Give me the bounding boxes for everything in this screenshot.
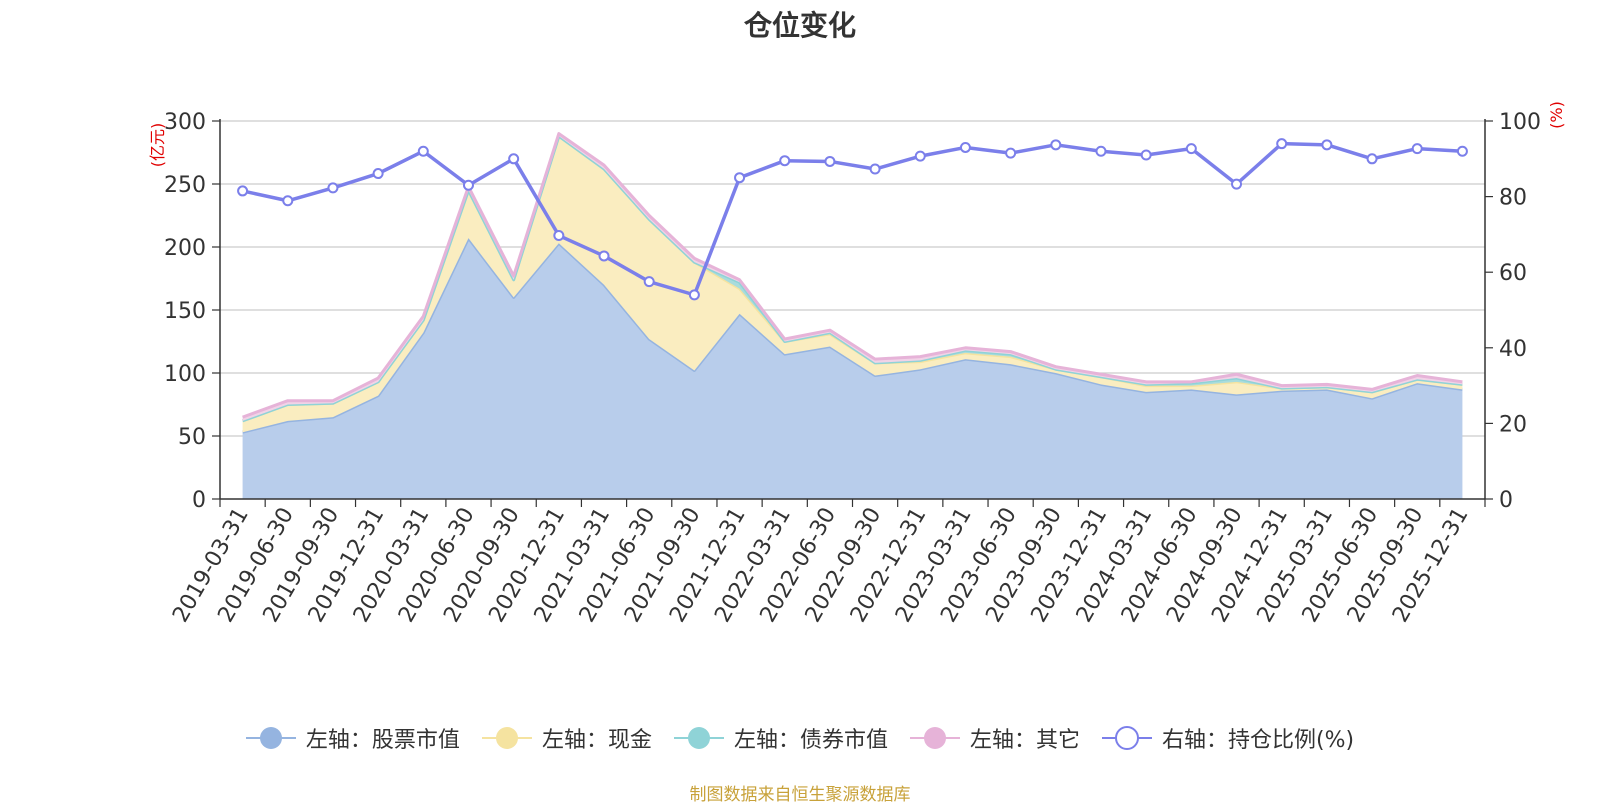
line-point xyxy=(553,230,565,242)
y-right-tick-label: 60 xyxy=(1499,261,1527,286)
line-point xyxy=(417,145,429,157)
line-point xyxy=(688,289,700,301)
chart-title: 仓位变化 xyxy=(743,9,856,42)
y-right-tick-label: 20 xyxy=(1499,412,1527,437)
line-point xyxy=(1050,139,1062,151)
y-right-axis-label: (%) xyxy=(1547,101,1566,129)
y-right-tick-label: 0 xyxy=(1499,488,1513,513)
y-left-tick-label: 150 xyxy=(164,299,206,324)
line-point xyxy=(1005,147,1017,159)
legend-item[interactable]: 左轴：其它 xyxy=(909,722,1080,754)
y-right-tick-label: 40 xyxy=(1499,337,1527,362)
legend-item[interactable]: 左轴：现金 xyxy=(481,722,652,754)
line-point xyxy=(959,141,971,153)
line-point xyxy=(1366,153,1378,165)
data-source-note: 制图数据来自恒生聚源数据库 xyxy=(689,785,911,805)
legend-marker-icon xyxy=(481,727,532,749)
line-point xyxy=(1456,145,1468,157)
area-左轴：股票市值 xyxy=(242,238,1463,499)
y-left-tick-label: 50 xyxy=(178,425,206,450)
line-point xyxy=(1185,143,1197,155)
line-point xyxy=(1095,145,1107,157)
legend-marker-icon xyxy=(673,727,724,749)
y-left-tick-label: 0 xyxy=(192,488,206,513)
legend-label: 左轴：股票市值 xyxy=(305,728,460,753)
line-point xyxy=(1231,178,1243,190)
legend-item[interactable]: 左轴：股票市值 xyxy=(245,722,460,754)
line-point xyxy=(462,179,474,191)
line-point xyxy=(372,168,384,180)
line-point xyxy=(508,153,520,165)
line-point xyxy=(282,195,294,207)
y-left-axis-label: (亿元) xyxy=(148,123,167,168)
y-left-tick-label: 200 xyxy=(164,236,206,261)
legend-label: 左轴：其它 xyxy=(969,728,1080,753)
line-右轴：持仓比例(%) xyxy=(242,141,1463,297)
y-left-tick-label: 100 xyxy=(164,362,206,387)
legend-marker-icon xyxy=(1101,726,1152,750)
legend-item[interactable]: 左轴：债券市值 xyxy=(673,722,888,754)
y-left-tick-label: 300 xyxy=(164,110,206,135)
line-point xyxy=(779,155,791,167)
legend-label: 左轴：债券市值 xyxy=(733,728,888,753)
line-point xyxy=(1321,139,1333,151)
y-right-tick-label: 100 xyxy=(1499,110,1541,135)
line-point xyxy=(1140,149,1152,161)
legend-item[interactable]: 右轴：持仓比例(%) xyxy=(1101,722,1355,754)
legend-label: 左轴：现金 xyxy=(541,728,652,753)
line-point xyxy=(598,250,610,262)
line-point xyxy=(1276,138,1288,150)
area-edge-左轴：其它 xyxy=(242,132,1463,419)
y-left-tick-label: 250 xyxy=(164,173,206,198)
line-point xyxy=(869,163,881,175)
line-point xyxy=(237,185,249,197)
area-左轴：现金 xyxy=(242,136,1463,433)
legend-marker-icon xyxy=(909,727,960,749)
y-right-tick-label: 80 xyxy=(1499,186,1527,211)
legend-label: 右轴：持仓比例(%) xyxy=(1161,728,1355,753)
legend: 左轴：股票市值 左轴：现金 左轴：债券市值 左轴：其它 右轴：持仓比例(%) xyxy=(0,722,1600,754)
chart-canvas: 050100150200250300020406080100(亿元)(%)201… xyxy=(148,101,1566,627)
line-point xyxy=(734,172,746,184)
line-point xyxy=(1411,143,1423,155)
legend-marker-icon xyxy=(245,727,296,749)
line-point xyxy=(327,182,339,194)
line-point xyxy=(824,155,836,167)
line-point xyxy=(643,276,655,288)
line-point xyxy=(914,150,926,162)
